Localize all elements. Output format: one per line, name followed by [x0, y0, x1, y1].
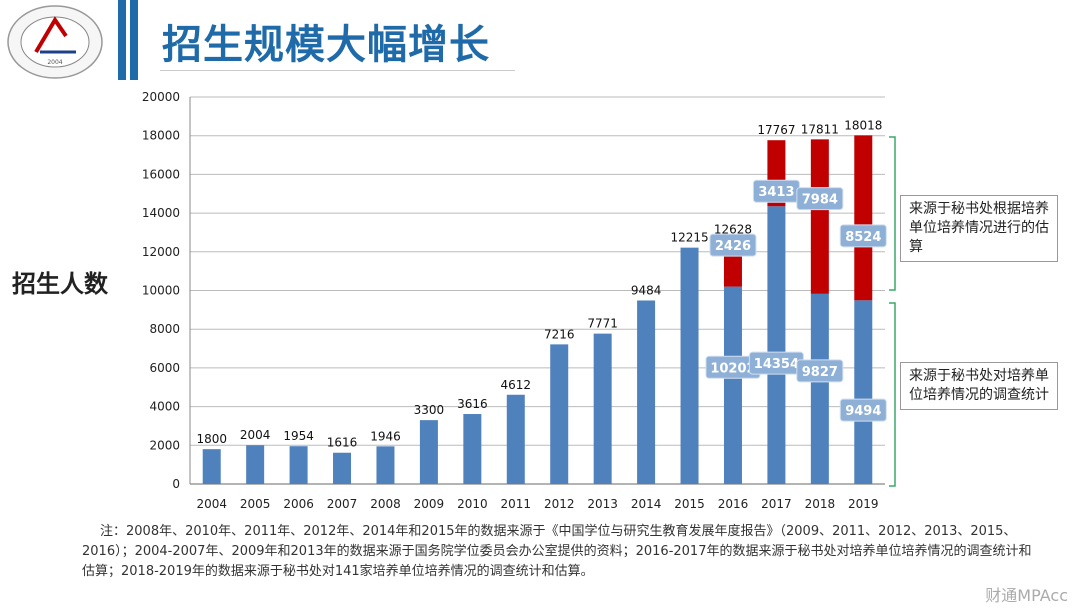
- total-label: 12215: [670, 231, 708, 245]
- y-tick-label: 18000: [142, 129, 180, 143]
- segment-label: 8524: [845, 230, 881, 245]
- y-tick-label: 8000: [149, 322, 180, 336]
- bar-survey: [463, 414, 482, 484]
- total-label: 3300: [414, 403, 445, 417]
- total-label: 17811: [801, 122, 839, 136]
- y-tick-label: 2000: [149, 438, 180, 452]
- svg-text:2004: 2004: [47, 59, 62, 66]
- y-tick-label: 10000: [142, 284, 180, 298]
- page-title: 招生规模大幅增长: [162, 22, 490, 68]
- y-axis-label: 招生人数: [12, 270, 108, 298]
- bar-survey: [593, 333, 612, 484]
- bar-survey: [202, 449, 221, 484]
- bar-survey: [419, 420, 438, 484]
- bar-survey: [376, 446, 395, 484]
- bar-survey: [767, 206, 786, 484]
- total-label: 4612: [501, 378, 532, 392]
- y-tick-label: 12000: [142, 245, 180, 259]
- watermark: 财通MPAcc: [985, 586, 1068, 605]
- segment-label: 3413: [758, 185, 794, 200]
- segment-label: 7984: [802, 193, 838, 208]
- bracket-survey: [889, 302, 896, 487]
- total-label: 18018: [844, 118, 882, 132]
- y-tick-label: 4000: [149, 400, 180, 414]
- total-label: 1616: [327, 436, 358, 450]
- x-tick-label: 2013: [587, 497, 618, 511]
- x-tick-label: 2012: [544, 497, 575, 511]
- x-tick-label: 2014: [631, 497, 662, 511]
- total-label: 1800: [196, 432, 227, 446]
- total-label: 12628: [714, 223, 752, 237]
- x-tick-label: 2009: [414, 497, 445, 511]
- bar-estimate: [810, 139, 829, 294]
- y-tick-label: 14000: [142, 206, 180, 220]
- bar-survey: [506, 394, 525, 484]
- x-tick-label: 2017: [761, 497, 792, 511]
- y-tick-label: 0: [172, 477, 180, 491]
- y-tick-label: 16000: [142, 167, 180, 181]
- segment-label-box: [796, 187, 844, 211]
- total-label: 2004: [240, 428, 271, 442]
- footnote: 注：2008年、2010年、2011年、2012年、2014年和2015年的数据…: [82, 524, 1032, 579]
- total-label: 7216: [544, 327, 575, 341]
- segment-label-box: [839, 398, 887, 422]
- annotation-survey: 来源于秘书处对培养单位培养情况的调查统计: [900, 362, 1058, 410]
- bar-estimate: [854, 135, 873, 301]
- x-tick-label: 2005: [240, 497, 271, 511]
- total-label: 9484: [631, 283, 662, 297]
- title-accent-bar: [118, 0, 126, 80]
- segment-label: 14354: [754, 357, 799, 372]
- total-label: 7771: [587, 317, 618, 331]
- y-tick-label: 6000: [149, 361, 180, 375]
- total-label: 3616: [457, 397, 488, 411]
- x-tick-label: 2006: [283, 497, 314, 511]
- title-divider: [160, 70, 515, 71]
- bar-survey: [246, 445, 265, 484]
- bar-survey: [810, 293, 829, 484]
- x-tick-label: 2015: [674, 497, 705, 511]
- bar-survey: [637, 300, 656, 484]
- bar-survey: [289, 446, 308, 484]
- bracket-estimate: [889, 136, 896, 291]
- y-tick-label: 20000: [142, 90, 180, 104]
- segment-label-box: [796, 359, 844, 383]
- segment-label: 10202: [710, 361, 755, 376]
- x-tick-label: 2019: [848, 497, 879, 511]
- bar-survey: [854, 300, 873, 484]
- x-tick-label: 2016: [718, 497, 749, 511]
- x-tick-label: 2010: [457, 497, 488, 511]
- bar-survey: [550, 344, 569, 484]
- x-tick-label: 2004: [196, 497, 227, 511]
- x-tick-label: 2011: [501, 497, 532, 511]
- total-label: 17767: [757, 123, 795, 137]
- segment-label: 9827: [802, 365, 838, 380]
- x-tick-label: 2008: [370, 497, 401, 511]
- bar-survey: [333, 452, 352, 484]
- title-accent-bar: [130, 0, 138, 80]
- bar-survey: [723, 286, 742, 484]
- segment-label: 9494: [845, 404, 881, 419]
- segment-label: 2426: [715, 239, 751, 254]
- segment-label-box: [709, 233, 757, 257]
- bar-survey: [680, 247, 699, 484]
- total-label: 1954: [283, 429, 314, 443]
- annotation-estimate: 来源于秘书处根据培养单位培养情况进行的估算: [900, 195, 1058, 262]
- organization-logo: 2004: [7, 5, 103, 79]
- x-tick-label: 2007: [327, 497, 358, 511]
- segment-label-box: [839, 224, 887, 248]
- x-tick-label: 2018: [805, 497, 836, 511]
- total-label: 1946: [370, 429, 401, 443]
